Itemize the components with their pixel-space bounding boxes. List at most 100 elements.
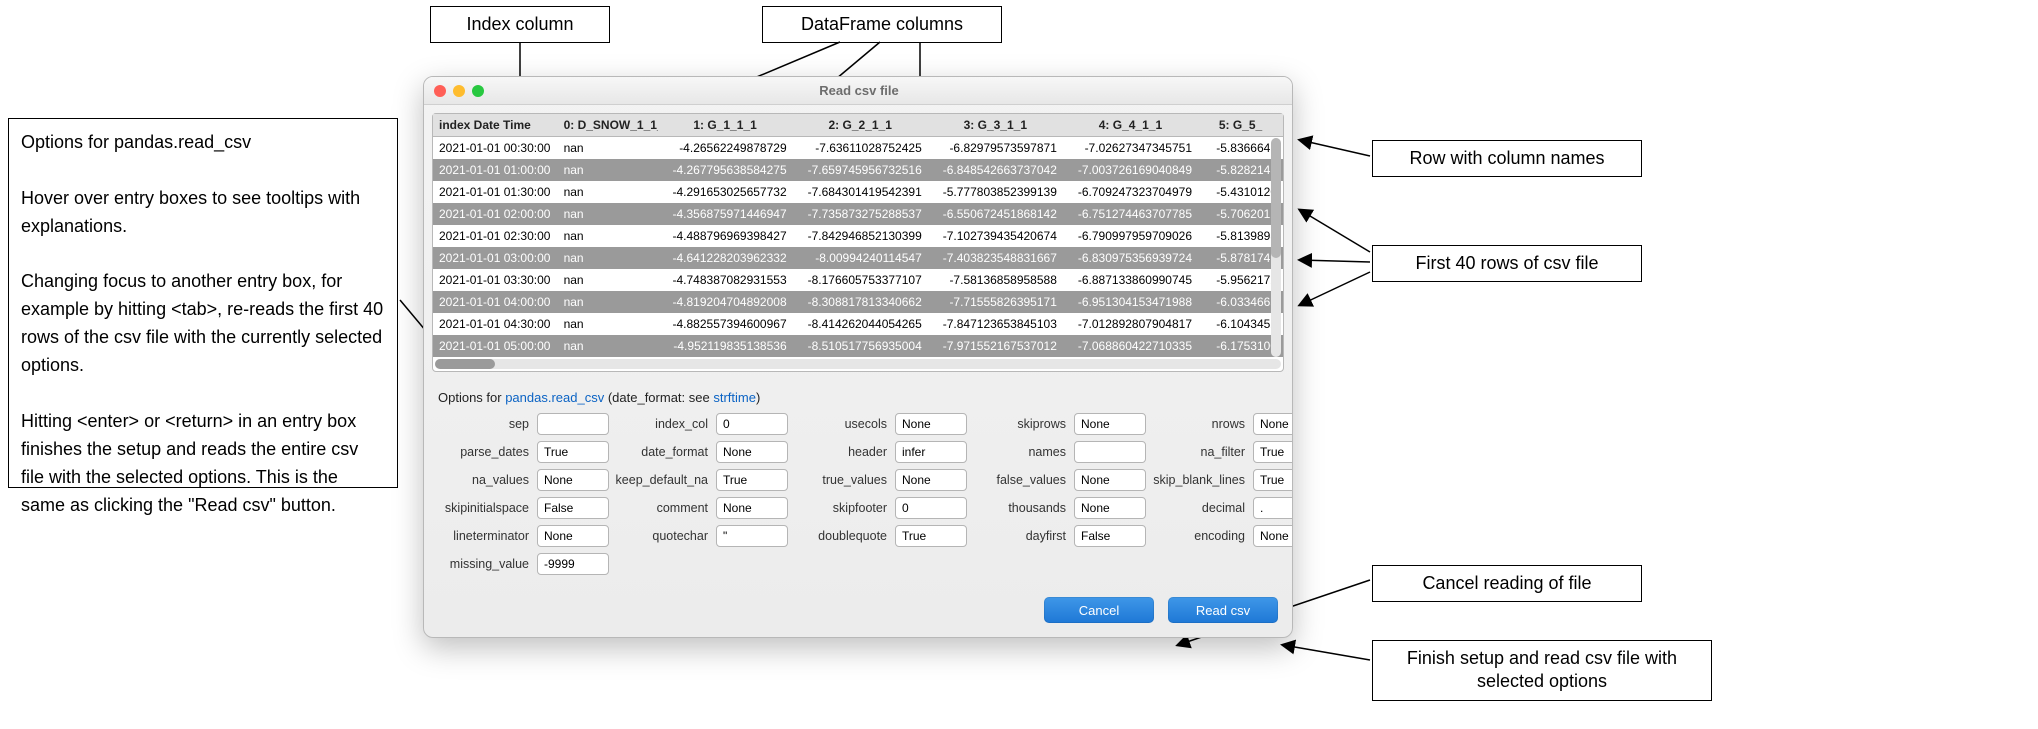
table-row[interactable]: 2021-01-01 01:30:00nan-4.291653025657732…: [433, 181, 1283, 203]
table-row[interactable]: 2021-01-01 03:00:00nan-4.641228203962332…: [433, 247, 1283, 269]
opt-input-names[interactable]: [1074, 441, 1146, 463]
opt-input-false_values[interactable]: None: [1074, 469, 1146, 491]
read-csv-window: Read csv file index Date Time 0: D_SNOW_…: [423, 76, 1293, 638]
opt-input-quotechar[interactable]: ": [716, 525, 788, 547]
cell: 2021-01-01 01:30:00: [433, 181, 558, 203]
minimize-icon[interactable]: [453, 85, 465, 97]
opt-input-na_filter[interactable]: True: [1253, 441, 1293, 463]
callout-cancel: Cancel reading of file: [1372, 565, 1642, 602]
opt-label-usecols: usecols: [794, 417, 889, 431]
opt-input-na_values[interactable]: None: [537, 469, 609, 491]
cell: 2021-01-01 03:30:00: [433, 269, 558, 291]
opt-label-date_format: date_format: [615, 445, 710, 459]
left-p3: Changing focus to another entry box, for…: [21, 268, 385, 380]
cell: -8.510517756935004: [793, 335, 928, 357]
cell: nan: [558, 247, 658, 269]
opt-input-comment[interactable]: None: [716, 497, 788, 519]
cell: nan: [558, 225, 658, 247]
zoom-icon[interactable]: [472, 85, 484, 97]
opt-input-decimal[interactable]: .: [1253, 497, 1293, 519]
opt-input-skip_blank_lines[interactable]: True: [1253, 469, 1293, 491]
options-grid: sepindex_col0usecolsNoneskiprowsNonenrow…: [436, 413, 1280, 575]
cell: -4.952119835138536: [658, 335, 793, 357]
callout-first-rows: First 40 rows of csv file: [1372, 245, 1642, 282]
opt-input-doublequote[interactable]: True: [895, 525, 967, 547]
cell: -7.842946852130399: [793, 225, 928, 247]
read-csv-button[interactable]: Read csv: [1168, 597, 1278, 623]
th: 1: G_1_1_1: [658, 114, 793, 136]
cell: -4.488796969398427: [658, 225, 793, 247]
cell: nan: [558, 203, 658, 225]
opt-input-skiprows[interactable]: None: [1074, 413, 1146, 435]
cell: -7.971552167537012: [928, 335, 1063, 357]
table-row[interactable]: 2021-01-01 04:30:00nan-4.882557394600967…: [433, 313, 1283, 335]
opt-input-lineterminator[interactable]: None: [537, 525, 609, 547]
opt-label-encoding: encoding: [1152, 529, 1247, 543]
opt-input-index_col[interactable]: 0: [716, 413, 788, 435]
cell: -8.308817813340662: [793, 291, 928, 313]
opt-label-lineterminator: lineterminator: [436, 529, 531, 543]
th: 5: G_5_: [1198, 114, 1283, 136]
opt-input-skipfooter[interactable]: 0: [895, 497, 967, 519]
vertical-scrollbar[interactable]: [1271, 138, 1281, 357]
opt-input-header[interactable]: infer: [895, 441, 967, 463]
opt-label-parse_dates: parse_dates: [436, 445, 531, 459]
table-row[interactable]: 2021-01-01 04:00:00nan-4.819204704892008…: [433, 291, 1283, 313]
opt-label-keep_default_na: keep_default_na: [615, 473, 710, 487]
button-row: Cancel Read csv: [424, 585, 1292, 637]
cell: nan: [558, 335, 658, 357]
opt-input-usecols[interactable]: None: [895, 413, 967, 435]
opt-input-dayfirst[interactable]: False: [1074, 525, 1146, 547]
opt-input-date_format[interactable]: None: [716, 441, 788, 463]
opt-label-decimal: decimal: [1152, 501, 1247, 515]
opt-input-skipinitialspace[interactable]: False: [537, 497, 609, 519]
cell: -8.414262044054265: [793, 313, 928, 335]
preview-table: index Date Time 0: D_SNOW_1_1_1 1: G_1_1…: [432, 113, 1284, 372]
opt-input-nrows[interactable]: None: [1253, 413, 1293, 435]
opt-label-nrows: nrows: [1152, 417, 1247, 431]
cell: 2021-01-01 04:30:00: [433, 313, 558, 335]
table-row[interactable]: 2021-01-01 02:30:00nan-4.488796969398427…: [433, 225, 1283, 247]
strftime-link[interactable]: strftime: [713, 390, 756, 405]
cell: -7.102739435420674: [928, 225, 1063, 247]
opt-label-skipinitialspace: skipinitialspace: [436, 501, 531, 515]
traffic-lights: [434, 85, 484, 97]
cell: -4.748387082931553: [658, 269, 793, 291]
table-row[interactable]: 2021-01-01 00:30:00nan-4.26562249878729-…: [433, 137, 1283, 159]
opt-label-missing_value: missing_value: [436, 557, 531, 571]
opt-label-skipfooter: skipfooter: [794, 501, 889, 515]
close-icon[interactable]: [434, 85, 446, 97]
table-row[interactable]: 2021-01-01 05:00:00nan-4.952119835138536…: [433, 335, 1283, 357]
cancel-button[interactable]: Cancel: [1044, 597, 1154, 623]
table-row[interactable]: 2021-01-01 01:00:00nan-4.267795638584275…: [433, 159, 1283, 181]
opt-input-keep_default_na[interactable]: True: [716, 469, 788, 491]
opt-label-quotechar: quotechar: [615, 529, 710, 543]
table-row[interactable]: 2021-01-01 03:30:00nan-4.748387082931553…: [433, 269, 1283, 291]
opt-label-thousands: thousands: [973, 501, 1068, 515]
cell: -6.848542663737042: [928, 159, 1063, 181]
cell: -5.777803852399139: [928, 181, 1063, 203]
cell: -6.82979573597871: [928, 137, 1063, 159]
table-row[interactable]: 2021-01-01 02:00:00nan-4.356875971446947…: [433, 203, 1283, 225]
callout-column-names: Row with column names: [1372, 140, 1642, 177]
opt-input-true_values[interactable]: None: [895, 469, 967, 491]
opt-input-encoding[interactable]: None: [1253, 525, 1293, 547]
cell: -7.003726169040849: [1063, 159, 1198, 181]
pandas-link[interactable]: pandas.read_csv: [505, 390, 604, 405]
options-title: Options for pandas.read_csv (date_format…: [438, 390, 1280, 405]
opt-input-parse_dates[interactable]: True: [537, 441, 609, 463]
cell: -7.068860422710335: [1063, 335, 1198, 357]
cell: -8.176605753377107: [793, 269, 928, 291]
cell: -6.790997959709026: [1063, 225, 1198, 247]
opt-input-thousands[interactable]: None: [1074, 497, 1146, 519]
cell: -7.58136858958588: [928, 269, 1063, 291]
opt-input-missing_value[interactable]: -9999: [537, 553, 609, 575]
cell: -6.887133860990745: [1063, 269, 1198, 291]
cell: -4.882557394600967: [658, 313, 793, 335]
cell: -6.709247323704979: [1063, 181, 1198, 203]
cell: -7.63611028752425: [793, 137, 928, 159]
opt-input-sep[interactable]: [537, 413, 609, 435]
cell: 2021-01-01 04:00:00: [433, 291, 558, 313]
horizontal-scrollbar[interactable]: [435, 359, 1281, 369]
callout-left-explanation: Options for pandas.read_csv Hover over e…: [8, 118, 398, 488]
